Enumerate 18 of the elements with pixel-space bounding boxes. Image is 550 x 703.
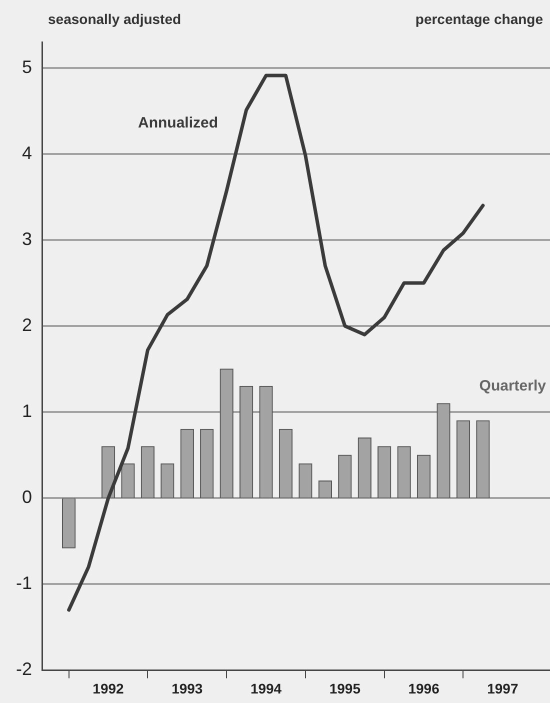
series-label: Quarterly: [479, 378, 547, 395]
y-tick-label: 3: [22, 228, 32, 249]
y-tick-label: 1: [22, 401, 32, 422]
x-tick-label: 1994: [250, 680, 282, 696]
chart-subtitle: seasonally adjusted: [48, 11, 182, 27]
x-tick-label: 1992: [92, 680, 124, 696]
y-tick-label: 0: [22, 487, 32, 508]
y-axis-title: percentage change: [415, 11, 544, 27]
y-tick-label: 5: [22, 56, 32, 77]
x-tick-label: 1995: [329, 680, 361, 696]
x-tick-label: 1997: [487, 680, 518, 696]
y-tick-label: 4: [22, 142, 32, 163]
y-tick-label: -1: [16, 573, 32, 594]
y-tick-label: -2: [16, 659, 32, 680]
x-tick-label: 1996: [408, 680, 440, 696]
y-tick-label: 2: [22, 314, 32, 335]
series-label: Annualized: [138, 114, 218, 132]
x-tick-label: 1993: [172, 680, 203, 696]
